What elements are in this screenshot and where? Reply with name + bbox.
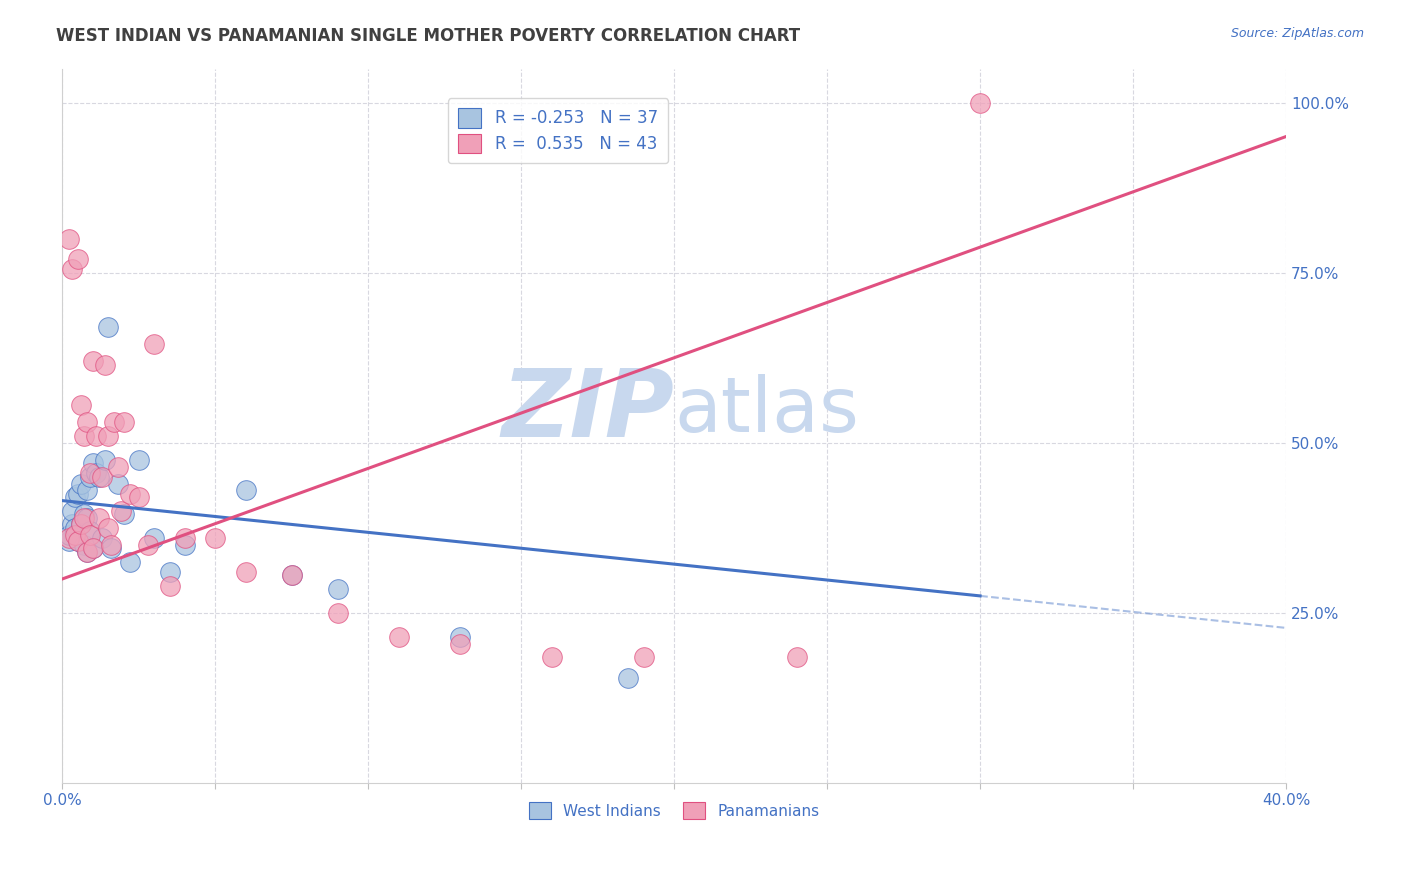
Point xyxy=(91,531,114,545)
Point xyxy=(326,582,349,596)
Point xyxy=(617,671,640,685)
Point xyxy=(143,337,166,351)
Point xyxy=(82,354,104,368)
Point xyxy=(118,487,141,501)
Point xyxy=(204,531,226,545)
Point xyxy=(235,483,257,498)
Point xyxy=(82,541,104,556)
Point xyxy=(79,470,101,484)
Point xyxy=(63,527,86,541)
Point xyxy=(173,538,195,552)
Point xyxy=(281,568,304,582)
Point xyxy=(82,541,104,556)
Point xyxy=(97,429,120,443)
Point xyxy=(73,508,96,522)
Point xyxy=(107,459,129,474)
Point xyxy=(76,416,98,430)
Point xyxy=(89,470,111,484)
Point xyxy=(66,534,89,549)
Text: Source: ZipAtlas.com: Source: ZipAtlas.com xyxy=(1230,27,1364,40)
Point xyxy=(326,606,349,620)
Point xyxy=(79,524,101,539)
Point xyxy=(63,521,86,535)
Point xyxy=(70,517,93,532)
Point xyxy=(63,490,86,504)
Point xyxy=(449,636,471,650)
Point xyxy=(112,508,135,522)
Point xyxy=(84,429,107,443)
Point xyxy=(66,252,89,266)
Text: ZIP: ZIP xyxy=(502,366,675,458)
Point xyxy=(100,538,122,552)
Point xyxy=(159,579,181,593)
Point xyxy=(969,95,991,110)
Point xyxy=(60,517,83,532)
Point xyxy=(60,504,83,518)
Point xyxy=(143,531,166,545)
Point xyxy=(786,650,808,665)
Point xyxy=(73,538,96,552)
Point xyxy=(136,538,159,552)
Point xyxy=(235,565,257,579)
Point xyxy=(91,470,114,484)
Text: WEST INDIAN VS PANAMANIAN SINGLE MOTHER POVERTY CORRELATION CHART: WEST INDIAN VS PANAMANIAN SINGLE MOTHER … xyxy=(56,27,800,45)
Point xyxy=(110,504,132,518)
Point xyxy=(66,534,89,549)
Point xyxy=(159,565,181,579)
Point xyxy=(70,476,93,491)
Point xyxy=(73,429,96,443)
Point xyxy=(58,527,80,541)
Point xyxy=(79,527,101,541)
Point xyxy=(633,650,655,665)
Point xyxy=(76,510,98,524)
Point xyxy=(107,476,129,491)
Point xyxy=(128,490,150,504)
Point xyxy=(76,544,98,558)
Text: atlas: atlas xyxy=(675,375,859,449)
Point xyxy=(58,534,80,549)
Point xyxy=(73,510,96,524)
Point xyxy=(60,262,83,277)
Point xyxy=(70,398,93,412)
Point xyxy=(58,232,80,246)
Point xyxy=(118,555,141,569)
Point xyxy=(100,541,122,556)
Point xyxy=(281,568,304,582)
Point xyxy=(103,416,125,430)
Point xyxy=(58,531,80,545)
Point xyxy=(82,456,104,470)
Point xyxy=(97,521,120,535)
Point xyxy=(449,630,471,644)
Point xyxy=(112,416,135,430)
Point xyxy=(66,487,89,501)
Point xyxy=(94,452,117,467)
Point xyxy=(173,531,195,545)
Point xyxy=(84,467,107,481)
Legend: West Indians, Panamanians: West Indians, Panamanians xyxy=(523,796,825,825)
Point xyxy=(97,320,120,334)
Point xyxy=(76,483,98,498)
Point xyxy=(70,517,93,532)
Point xyxy=(388,630,411,644)
Point xyxy=(89,510,111,524)
Point xyxy=(128,452,150,467)
Point xyxy=(76,544,98,558)
Point xyxy=(541,650,564,665)
Point xyxy=(94,358,117,372)
Point xyxy=(79,467,101,481)
